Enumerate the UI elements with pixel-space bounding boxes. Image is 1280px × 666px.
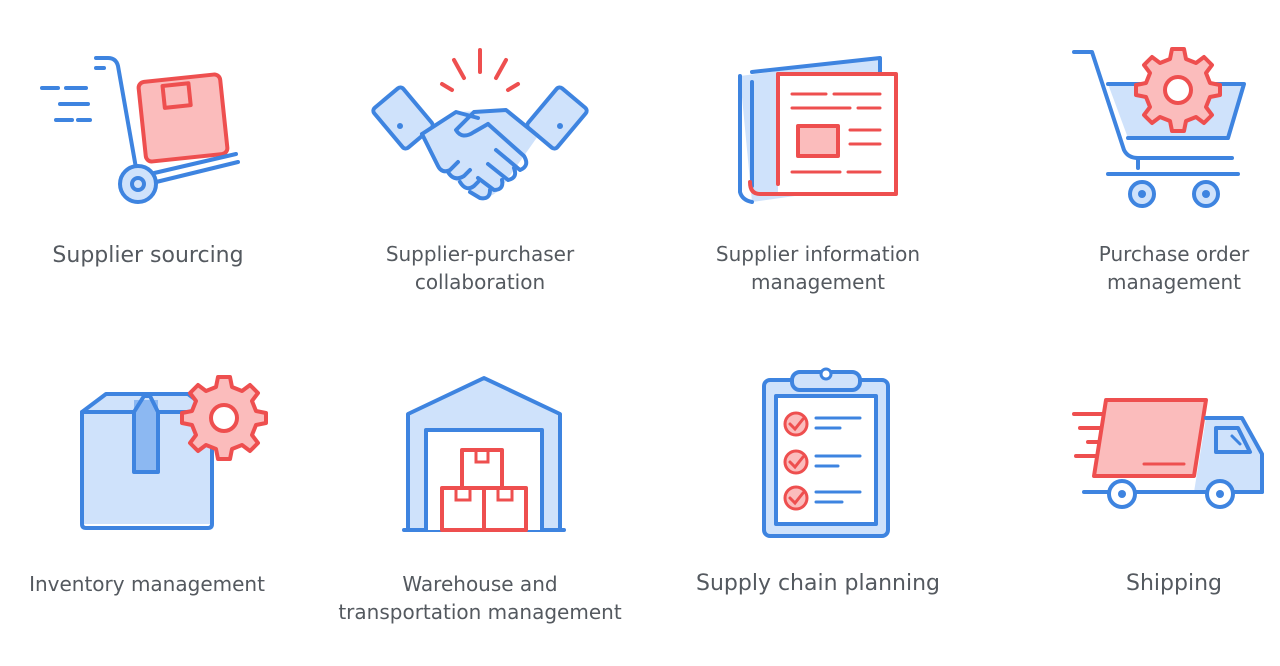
feature-label: Supplier-purchaser collaboration bbox=[385, 242, 575, 294]
feature-label: Supplier sourcing bbox=[52, 243, 244, 268]
feature-label: Supply chain planning bbox=[696, 571, 940, 596]
warehouse-boxes-icon bbox=[402, 374, 566, 534]
feature-label: Supplier information management bbox=[715, 242, 921, 294]
feature-label: Purchase order management bbox=[1098, 242, 1250, 294]
delivery-truck-icon bbox=[1066, 392, 1266, 517]
handshake-icon bbox=[371, 44, 589, 214]
shopping-cart-gear-icon bbox=[1068, 46, 1253, 216]
hand-truck-box-icon bbox=[38, 50, 248, 215]
feature-label: Inventory management bbox=[29, 572, 265, 596]
feature-label: Shipping bbox=[1126, 571, 1222, 596]
clipboard-checklist-icon bbox=[760, 366, 892, 541]
box-gear-icon bbox=[78, 375, 270, 534]
feature-label: Warehouse and transportation management bbox=[338, 572, 622, 624]
newspaper-document-icon bbox=[730, 54, 905, 206]
